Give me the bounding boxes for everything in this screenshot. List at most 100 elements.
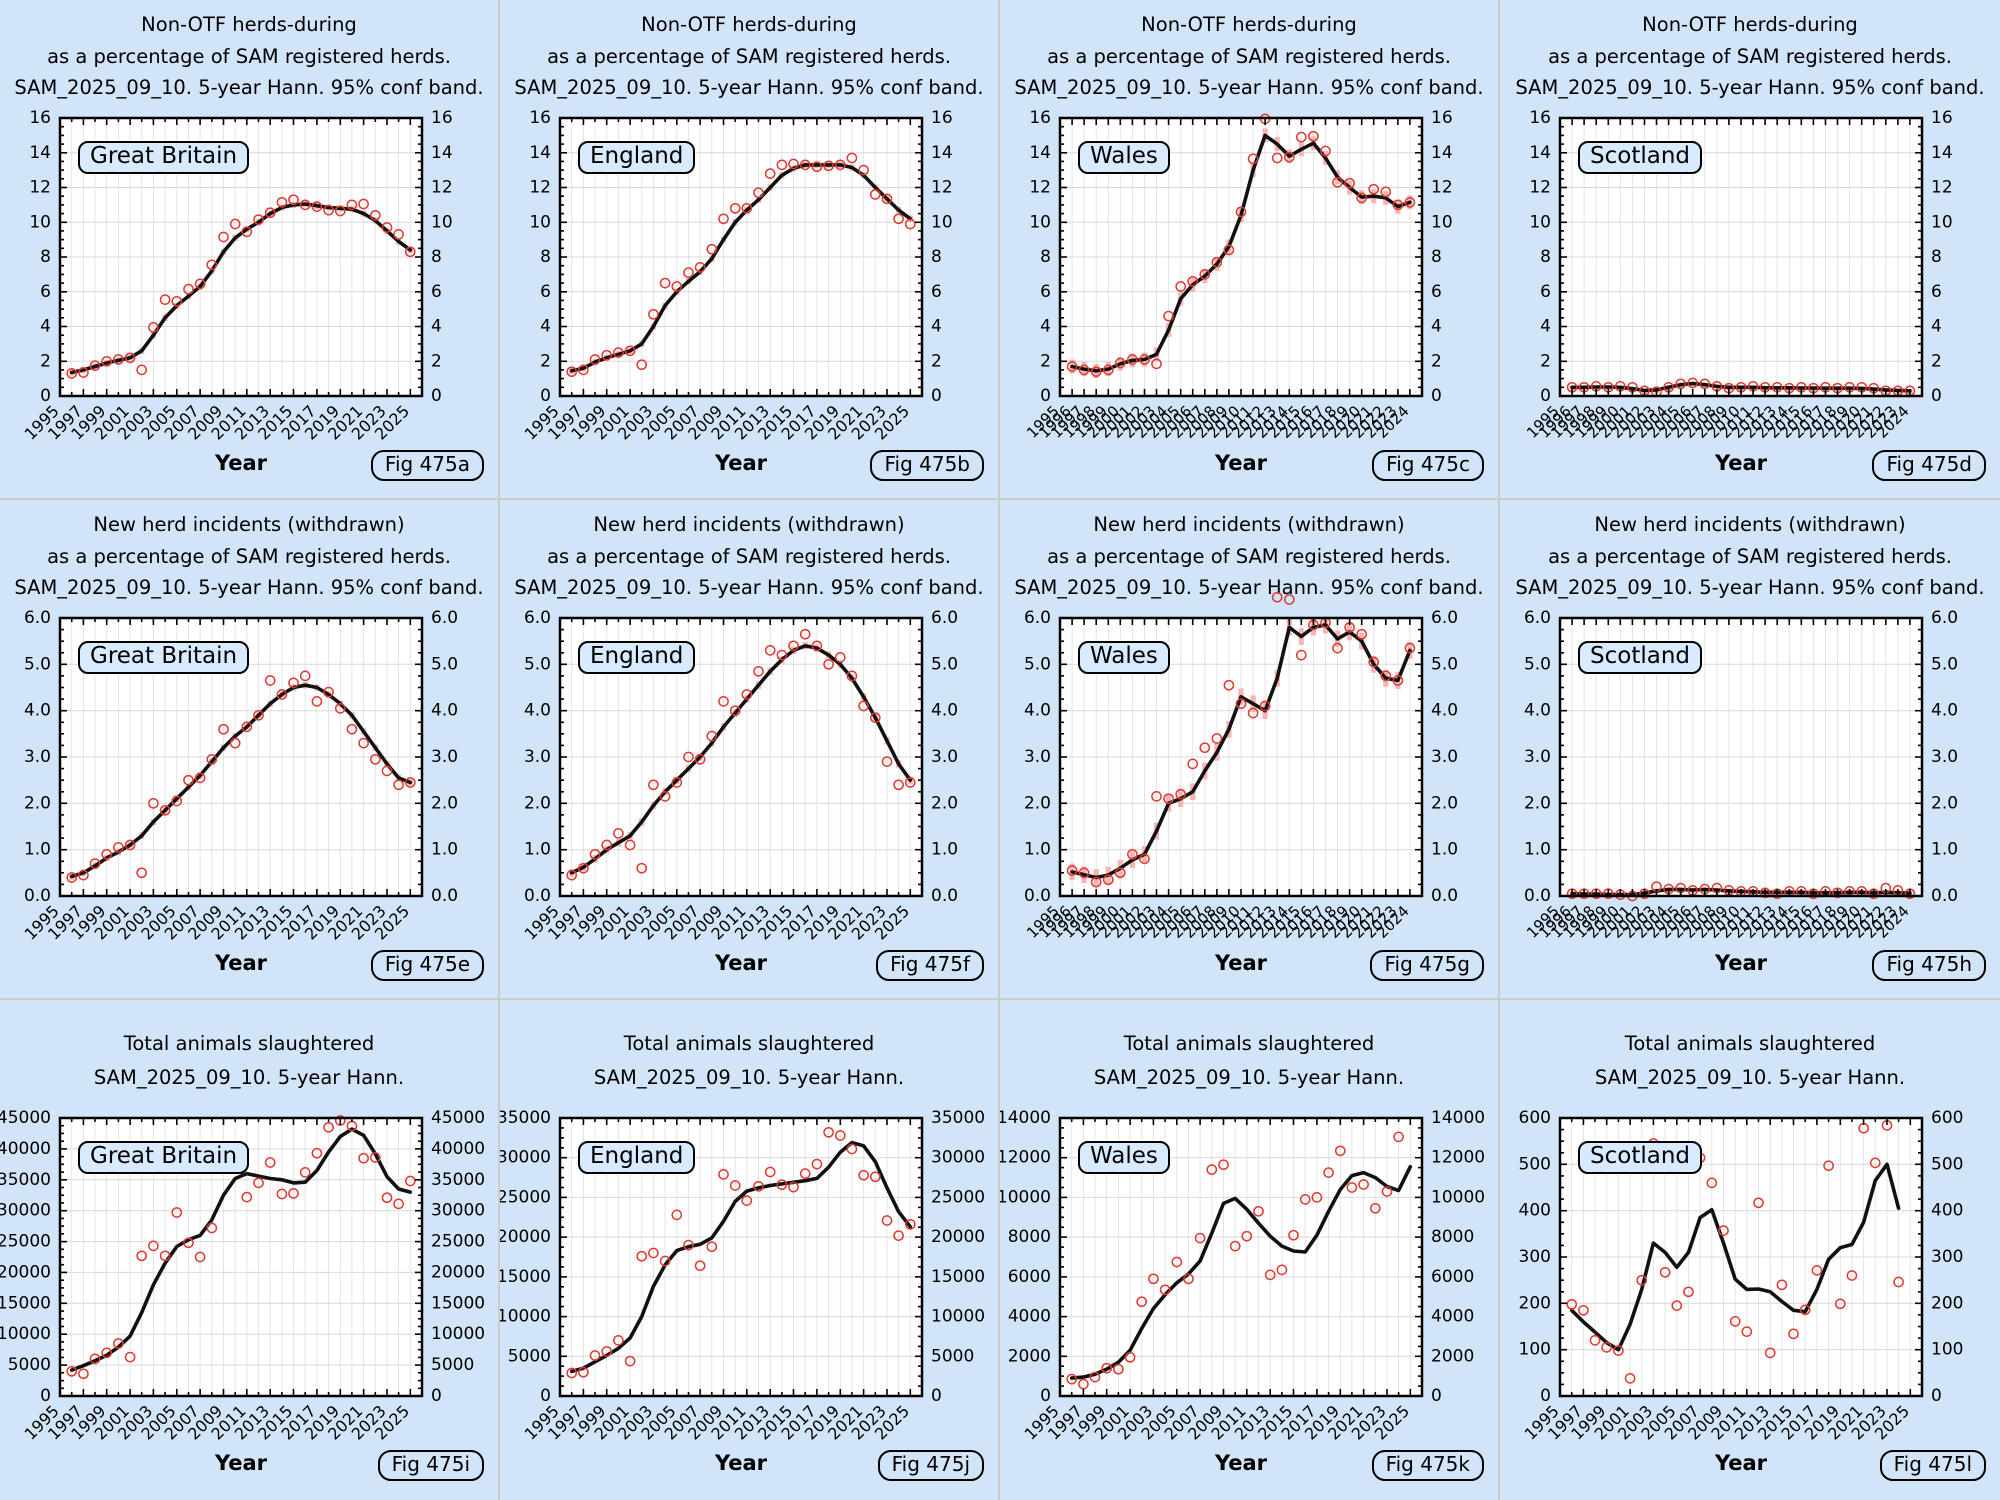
data-point [404, 777, 416, 788]
data-point [264, 1157, 276, 1168]
data-point [1066, 361, 1078, 372]
figure-tag: Fig 475i [377, 1450, 484, 1481]
figure-tag: Fig 475h [1872, 950, 1986, 981]
figure-tag: Fig 475g [1370, 950, 1484, 981]
smoothed-line [1069, 1164, 1413, 1380]
data-point [1223, 679, 1235, 691]
region-label: Great Britain [78, 1141, 250, 1174]
y-tick-label: 10 [1529, 212, 1551, 232]
y-tick-label: 10 [1431, 212, 1453, 232]
data-point [1636, 1274, 1648, 1286]
data-point [66, 1365, 78, 1377]
y-tick-label: 14 [29, 143, 51, 163]
data-point [1271, 591, 1283, 603]
y-tick-label: 2 [1431, 351, 1442, 371]
data-point [741, 202, 753, 214]
data-point [1299, 1194, 1311, 1205]
y-tick-label: 10 [1931, 212, 1953, 232]
data-point [1159, 1284, 1171, 1296]
plot-475k: 0 0 2000 2000 4000 4000 6000 6000 8000 8000 10000 1… [1000, 1108, 1485, 1444]
data-point [881, 756, 893, 767]
y-tick-label: 16 [1931, 108, 1953, 128]
data-point [636, 1250, 648, 1262]
data-point [683, 267, 694, 278]
data-point [659, 277, 671, 289]
data-point [1089, 1371, 1101, 1383]
chart-panel-475e: New herd incidents (withdrawn) as a perce… [0, 500, 500, 1000]
data-point [1368, 183, 1380, 195]
y-tick-label: 0 [1931, 1386, 1942, 1406]
y-tick-label: 0 [931, 1386, 942, 1406]
chart-title-line: SAM_2025_09_10. 5-year Hann. [1594, 1066, 1906, 1089]
y-tick-label: 1.0 [431, 840, 458, 860]
data-point [1066, 1373, 1078, 1385]
data-point [1764, 1347, 1776, 1359]
figure-tag: Fig 475b [870, 450, 984, 481]
data-point [1276, 1264, 1288, 1276]
y-tick-label: 0.0 [931, 886, 958, 906]
data-point [171, 795, 183, 807]
y-tick-label: 2 [1040, 351, 1051, 371]
data-point [718, 213, 729, 225]
y-tick-label: 25000 [500, 1187, 551, 1207]
y-tick-label: 16 [1529, 108, 1551, 128]
chart-title: Total animals slaughtered SAM_2025_09_10.… [500, 1027, 998, 1095]
y-tick-label: 14 [931, 143, 953, 163]
chart-title-line: New herd incidents (withdrawn) [1594, 513, 1906, 536]
y-tick-label: 12 [1431, 178, 1453, 198]
y-tick-label: 4 [431, 317, 442, 337]
data-point [1311, 1192, 1323, 1203]
y-tick-label: 14 [1431, 143, 1453, 163]
data-point [1788, 1328, 1799, 1340]
data-point [1613, 1345, 1624, 1356]
data-point [66, 872, 78, 883]
y-tick-label: 100 [1931, 1340, 1963, 1360]
data-point [799, 159, 811, 171]
data-point [381, 222, 393, 233]
data-point [1776, 1279, 1788, 1291]
data-point [1271, 152, 1283, 164]
data-point [1356, 192, 1368, 204]
data-point [1127, 848, 1138, 860]
y-tick-label: 0 [1040, 1386, 1051, 1406]
chart-panel-475i: Total animals slaughtered SAM_2025_09_10.… [0, 1000, 500, 1500]
data-point [834, 1130, 846, 1141]
data-point [776, 649, 788, 661]
data-point [601, 349, 613, 361]
data-point [1247, 707, 1259, 719]
data-point [846, 152, 858, 164]
data-point [1624, 1373, 1636, 1384]
data-point [1283, 594, 1295, 605]
data-point [276, 1188, 288, 1200]
data-point [393, 229, 404, 240]
data-point [253, 1177, 264, 1189]
data-point [659, 791, 671, 802]
chart-title-line: as a percentage of SAM registered herds. [1548, 544, 1952, 568]
data-point [1114, 357, 1126, 369]
chart-panel-475d: Non-OTF herds-during as a percentage of S… [1500, 0, 2000, 500]
data-point [1066, 865, 1078, 876]
y-tick-label: 0 [540, 1386, 551, 1406]
x-axis-title: Year [1214, 951, 1268, 975]
y-tick-label: 2.0 [1524, 793, 1551, 813]
y-tick-label: 2.0 [1024, 793, 1051, 813]
smoothed-line [69, 683, 413, 879]
y-tick-label: 6000 [1008, 1267, 1051, 1287]
data-point [1078, 867, 1090, 879]
data-point [764, 1166, 776, 1178]
data-point [404, 1175, 416, 1187]
region-label: Scotland [1578, 641, 1702, 674]
data-point [741, 689, 753, 700]
data-point [124, 839, 136, 851]
y-tick-label: 6 [1540, 282, 1551, 302]
data-point [194, 1251, 206, 1263]
chart-panel-475f: New herd incidents (withdrawn) as a perce… [500, 500, 1000, 1000]
y-tick-label: 4 [931, 317, 942, 337]
data-point [89, 1353, 101, 1365]
data-point [566, 366, 578, 378]
data-point [1683, 1286, 1694, 1298]
y-tick-label: 5000 [508, 1346, 551, 1366]
data-point [1332, 642, 1343, 654]
y-tick-label: 0 [431, 386, 442, 406]
data-point [346, 723, 358, 735]
